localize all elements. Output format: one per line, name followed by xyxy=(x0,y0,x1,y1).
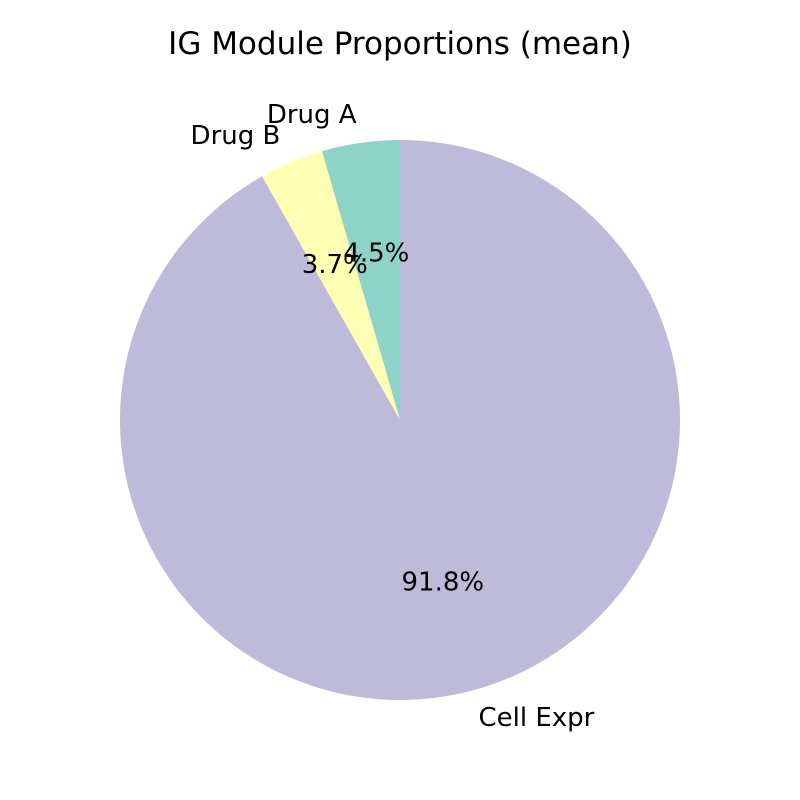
pie-slice-cell-expr xyxy=(120,140,681,701)
chart-title: IG Module Proportions (mean) xyxy=(168,26,632,62)
slice-label-cell-expr: Cell Expr xyxy=(478,703,594,733)
slice-label-drug-b: Drug B xyxy=(191,121,281,151)
pie-labels: Drug A 4.5% Drug B 3.7% Cell Expr 91.8% xyxy=(191,100,595,733)
slice-percent-drug-b: 3.7% xyxy=(302,250,368,280)
slice-percent-cell-expr: 91.8% xyxy=(401,567,484,597)
pie-slices xyxy=(120,140,681,701)
pie-slice-drug-b xyxy=(262,151,400,420)
pie-slice-drug-a xyxy=(321,140,400,420)
slice-percent-drug-a: 4.5% xyxy=(343,239,409,269)
slice-label-drug-a: Drug A xyxy=(267,100,357,130)
